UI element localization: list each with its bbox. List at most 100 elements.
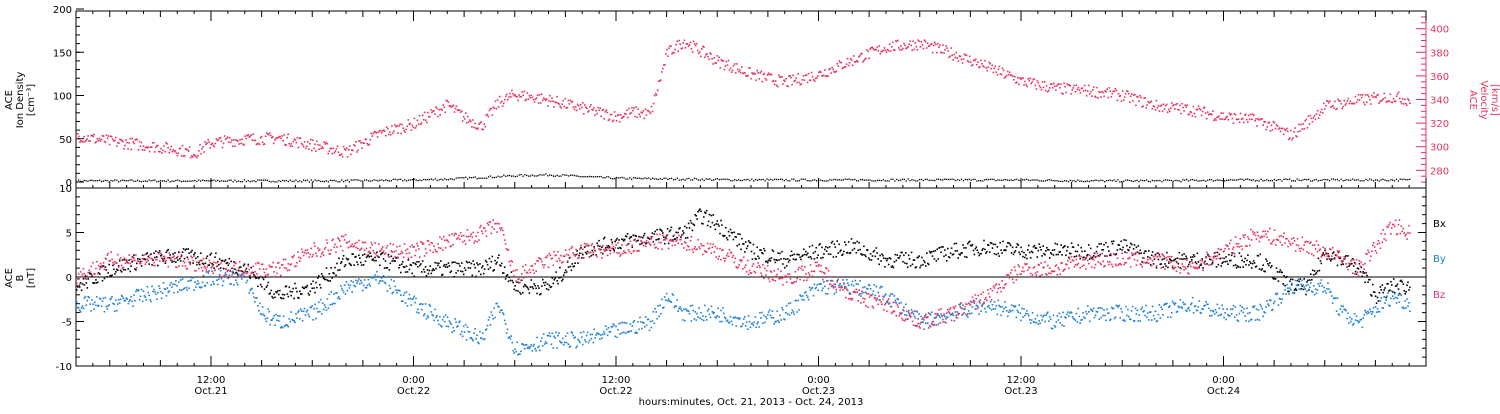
- b-bx-point: [411, 273, 413, 275]
- velocity-point: [196, 157, 198, 159]
- b-by-point: [325, 307, 327, 309]
- b-tick-label: 10: [59, 184, 72, 195]
- velocity-point: [212, 143, 214, 145]
- velocity-point: [1042, 81, 1044, 83]
- velocity-point: [252, 140, 254, 142]
- b-by-point: [574, 336, 576, 338]
- density-point: [341, 179, 342, 180]
- b-by-point: [249, 292, 251, 294]
- density-point: [1297, 178, 1298, 179]
- b-bx-point: [1015, 250, 1017, 252]
- b-bx-point: [926, 252, 928, 254]
- b-by-point: [1211, 315, 1213, 317]
- velocity-point: [141, 142, 143, 144]
- b-by-point: [540, 340, 542, 342]
- velocity-point: [270, 135, 272, 137]
- density-point: [478, 178, 479, 179]
- b-by-point: [655, 311, 657, 313]
- b-bx-point: [287, 293, 289, 295]
- density-point: [1156, 180, 1157, 181]
- b-by-point: [475, 338, 477, 340]
- b-by-point: [108, 304, 110, 306]
- b-bx-point: [935, 250, 937, 252]
- density-point: [177, 179, 178, 180]
- b-by-point: [985, 311, 987, 313]
- velocity-point: [1357, 99, 1359, 101]
- b-by-point: [564, 342, 566, 344]
- density-point: [362, 181, 363, 182]
- velocity-point: [810, 80, 812, 82]
- b-bx-point: [854, 248, 856, 250]
- b-bx-point: [649, 238, 651, 240]
- density-point: [803, 179, 804, 180]
- b-by-point: [820, 283, 822, 285]
- density-point: [572, 175, 573, 176]
- velocity-point: [574, 109, 576, 111]
- b-by-point: [446, 325, 448, 327]
- density-point: [759, 179, 760, 180]
- density-point: [459, 177, 460, 178]
- b-by-point: [93, 308, 95, 310]
- density-point: [1276, 180, 1277, 181]
- velocity-point: [678, 40, 680, 42]
- b-bx-point: [974, 254, 976, 256]
- velocity-point: [112, 139, 114, 141]
- b-by-point: [759, 312, 761, 314]
- b-bx-point: [517, 290, 519, 292]
- b-by-point: [900, 302, 902, 304]
- density-point: [622, 177, 623, 178]
- velocity-point: [492, 114, 494, 116]
- b-bx-point: [691, 222, 693, 224]
- velocity-point: [1161, 104, 1163, 106]
- density-point: [1333, 178, 1334, 179]
- b-bx-point: [188, 248, 190, 250]
- velocity-point: [618, 114, 620, 116]
- b-bx-point: [289, 287, 291, 289]
- density-point: [108, 181, 109, 182]
- velocity-point: [508, 96, 510, 98]
- b-by-point: [972, 306, 974, 308]
- b-by-point: [1025, 313, 1027, 315]
- b-bx-point: [291, 291, 293, 293]
- b-bx-point: [1067, 246, 1069, 248]
- density-point: [763, 179, 764, 180]
- b-by-point: [409, 294, 411, 296]
- b-bx-point: [317, 277, 319, 279]
- b-bx-point: [973, 250, 975, 252]
- b-bx-point: [706, 210, 708, 212]
- b-by-point: [492, 318, 494, 320]
- velocity-point: [739, 69, 741, 71]
- b-bx-point: [355, 256, 357, 258]
- b-bx-point: [236, 272, 238, 274]
- velocity-point: [1211, 114, 1213, 116]
- b-bx-point: [715, 223, 717, 225]
- density-point: [614, 178, 615, 179]
- b-bx-point: [887, 258, 889, 260]
- velocity-point: [412, 125, 414, 127]
- b-by-point: [350, 285, 352, 287]
- velocity-point: [394, 124, 396, 126]
- b-bx-point: [1227, 263, 1229, 265]
- b-bx-point: [193, 254, 195, 256]
- b-by-point: [721, 321, 723, 323]
- velocity-point: [749, 67, 751, 69]
- velocity-point: [1325, 105, 1327, 107]
- density-point: [925, 179, 926, 180]
- b-by-point: [556, 347, 558, 349]
- b-bx-point: [1070, 253, 1072, 255]
- b-bx-point: [408, 259, 410, 261]
- density-point: [982, 180, 983, 181]
- density-point: [1104, 181, 1105, 182]
- b-by-point: [947, 317, 949, 319]
- velocity-point: [171, 151, 173, 153]
- density-point: [726, 179, 727, 180]
- velocity-point: [606, 109, 608, 111]
- b-by-point: [1213, 311, 1215, 313]
- density-point: [820, 179, 821, 180]
- density-point: [892, 179, 893, 180]
- b-by-point: [1173, 302, 1175, 304]
- b-bx-point: [1398, 288, 1400, 290]
- b-bx-point: [1158, 259, 1160, 261]
- b-bx-point: [809, 246, 811, 248]
- velocity-point: [1171, 102, 1173, 104]
